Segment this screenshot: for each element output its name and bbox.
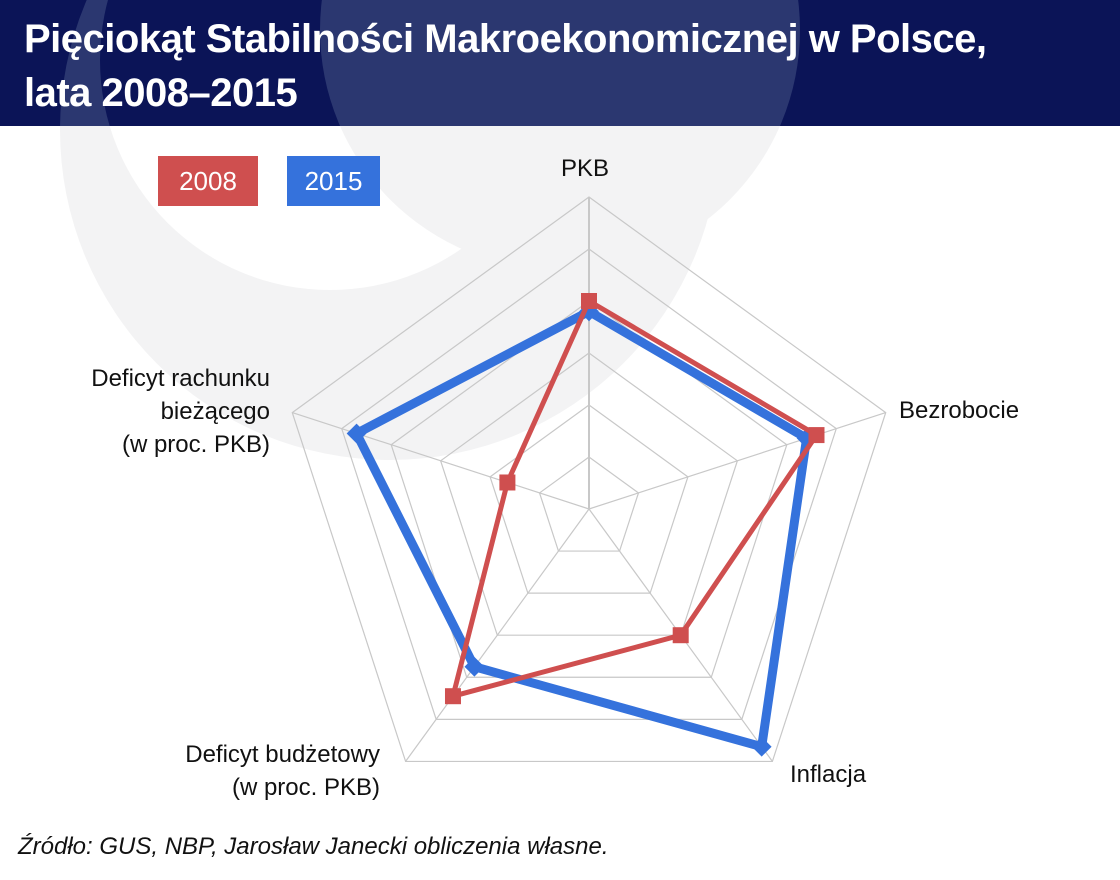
grid-ring [439, 352, 739, 636]
legend-label-2008: 2008 [179, 165, 237, 196]
grid-ring [538, 456, 640, 552]
legend-item-2015: 2015 [287, 156, 380, 206]
axis-label-pkb: PKB [561, 152, 609, 185]
axis-label-budget-line-1: Deficyt budżetowy [185, 741, 380, 768]
series-2015 [346, 301, 817, 757]
grid-ring [341, 248, 837, 720]
axis-label-bezrobocie: Bezrobocie [899, 394, 1019, 427]
legend-label-2015: 2015 [304, 165, 363, 196]
square-marker [444, 688, 461, 705]
grid-spoke [588, 412, 886, 510]
legend-item-2008: 2008 [158, 156, 258, 206]
axis-label-deficyt-budzetowy: Deficyt budżetowy (w proc. PKB) [100, 738, 380, 804]
grid-spoke [405, 508, 590, 762]
axis-label-deficyt-rachunku: Deficyt rachunku bieżącego (w proc. PKB) [20, 362, 270, 461]
diamond-marker [751, 736, 772, 757]
axis-label-pkb-text: PKB [561, 155, 610, 182]
axis-label-bezrobocie-text: Bezrobocie [899, 397, 1020, 424]
source-note: Źródło: GUS, NBP, Jarosław Janecki oblic… [18, 833, 609, 860]
title-line-2: lata 2008–2015 [24, 71, 298, 115]
square-marker [672, 627, 689, 644]
square-marker [499, 474, 516, 491]
axis-label-ca-line-1: Deficyt rachunku [91, 365, 270, 392]
grid-ring [291, 196, 887, 763]
header-background [0, 0, 1120, 126]
radar-grid [291, 196, 887, 763]
diamond-marker [346, 423, 367, 444]
grid-ring [390, 300, 788, 678]
series-2008 [444, 293, 825, 705]
series-line-2008 [449, 297, 821, 700]
grid-ring [489, 404, 689, 594]
axis-label-ca-line-3: (w proc. PKB) [121, 431, 270, 458]
axis-label-inflacja: Inflacja [790, 758, 866, 791]
title-line-1: Pięciokąt Stabilności Makroekonomicznej … [24, 17, 987, 61]
axis-label-budget-line-2: (w proc. PKB) [231, 774, 380, 801]
axis-label-inflacja-text: Inflacja [790, 761, 867, 788]
diamond-marker [464, 656, 485, 677]
series-line-2015 [350, 306, 812, 753]
axis-label-ca-line-2: bieżącego [160, 398, 270, 425]
grid-spoke [292, 412, 590, 510]
chart-header: Pięciokąt Stabilności Makroekonomicznej … [0, 0, 1120, 126]
radar-series [346, 293, 825, 757]
square-marker [581, 293, 597, 309]
square-marker [808, 427, 825, 444]
chart-title: Pięciokąt Stabilności Makroekonomicznej … [24, 12, 1104, 120]
